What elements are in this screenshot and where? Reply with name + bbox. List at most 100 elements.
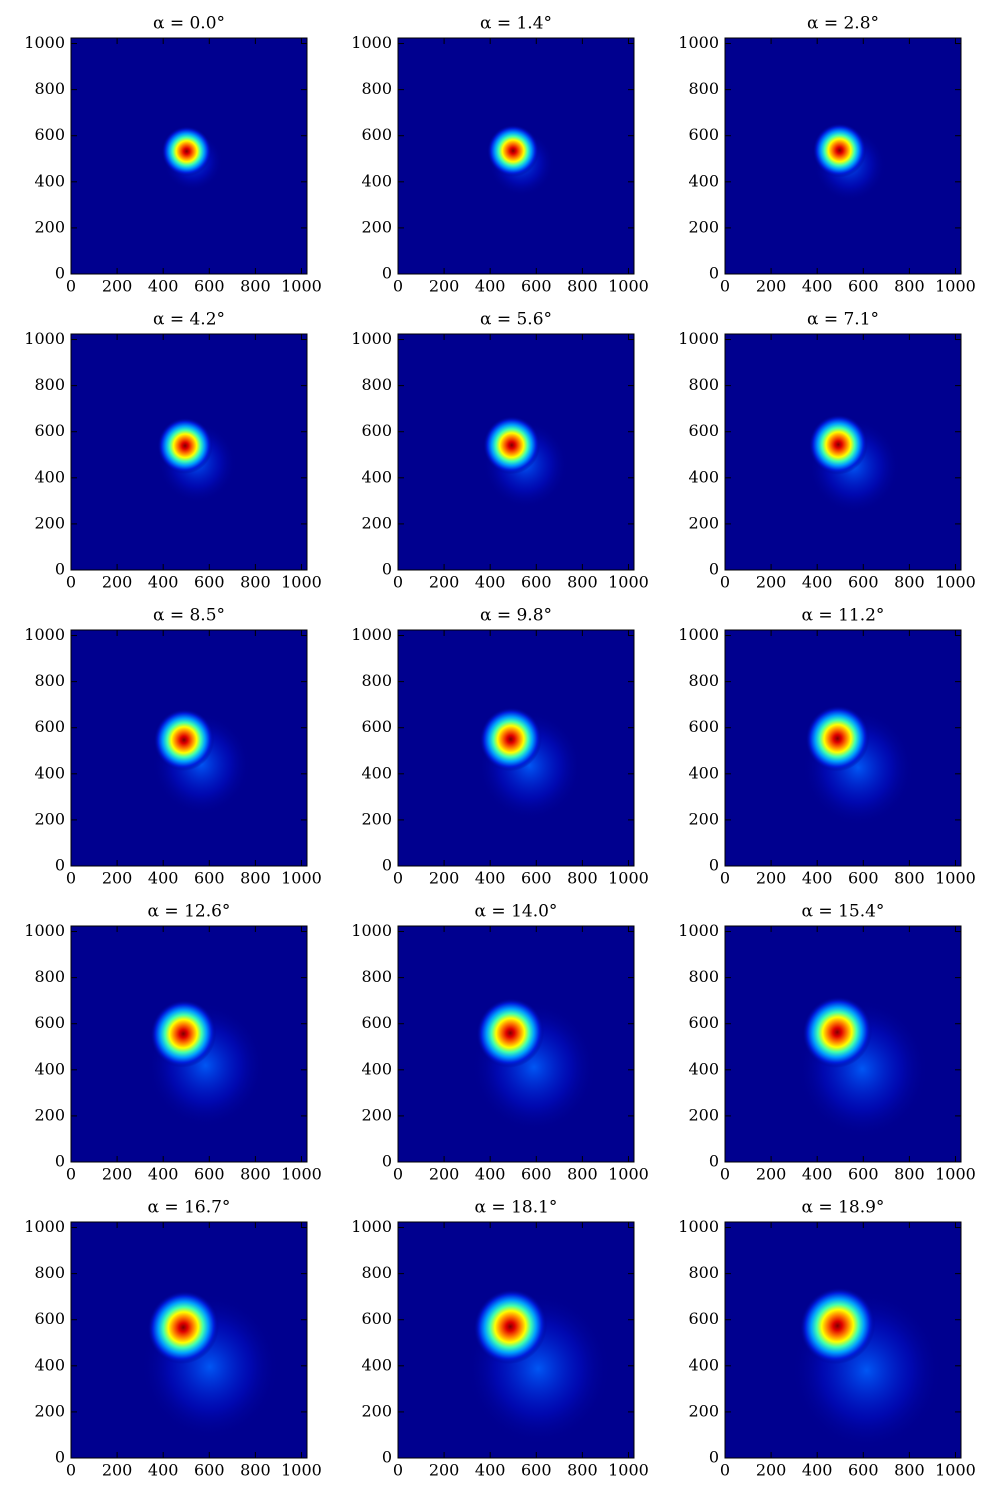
y-tick-label: 1000 — [678, 921, 719, 940]
x-tick-label: 0 — [66, 573, 76, 592]
y-tick-label: 400 — [688, 763, 719, 782]
x-tick-label: 400 — [148, 573, 179, 592]
x-tick-label: 0 — [720, 869, 730, 888]
y-tick-label: 400 — [688, 1355, 719, 1374]
y-tick-label: 1000 — [351, 33, 392, 52]
y-tick-label: 800 — [688, 1263, 719, 1282]
x-tick-label: 400 — [148, 277, 179, 296]
x-tick-label: 0 — [720, 1165, 730, 1184]
x-tick-label: 0 — [66, 1461, 76, 1480]
x-tick-label: 200 — [429, 277, 460, 296]
x-tick-label: 400 — [475, 869, 506, 888]
x-tick-label: 600 — [848, 1461, 879, 1480]
x-tick-label: 400 — [802, 1461, 833, 1480]
heatmap-peak — [157, 417, 213, 474]
heatmap-image — [157, 417, 237, 504]
y-tick-label: 0 — [709, 856, 719, 875]
y-tick-label: 800 — [34, 671, 65, 690]
x-tick-label: 400 — [802, 1165, 833, 1184]
y-tick-label: 200 — [361, 809, 392, 828]
heatmap-image — [146, 999, 265, 1128]
axes-frame — [397, 333, 635, 571]
y-tick-label: 800 — [688, 79, 719, 98]
heatmap-image — [796, 996, 928, 1139]
y-tick-label: 800 — [34, 967, 65, 986]
x-tick-label: 1000 — [281, 1165, 322, 1184]
y-tick-label: 1000 — [678, 1217, 719, 1236]
x-tick-label: 0 — [393, 1165, 403, 1184]
x-tick-label: 800 — [240, 1165, 271, 1184]
x-tick-label: 200 — [756, 869, 787, 888]
chart-title: α = 12.6° — [148, 902, 231, 922]
x-tick-label: 1000 — [935, 1165, 976, 1184]
chart-title: α = 5.6° — [480, 310, 552, 330]
x-tick-label: 600 — [848, 869, 879, 888]
x-tick-label: 200 — [102, 1461, 133, 1480]
axes-frame — [70, 925, 308, 1163]
y-tick-label: 800 — [688, 967, 719, 986]
y-tick-label: 800 — [361, 671, 392, 690]
heatmap-image — [466, 1289, 610, 1445]
y-tick-label: 200 — [688, 1401, 719, 1420]
x-tick-label: 0 — [66, 869, 76, 888]
x-tick-label: 200 — [429, 869, 460, 888]
x-tick-label: 200 — [429, 573, 460, 592]
x-tick-label: 200 — [102, 869, 133, 888]
x-tick-label: 200 — [102, 573, 133, 592]
y-tick-label: 400 — [361, 1059, 392, 1078]
y-tick-label: 400 — [688, 1059, 719, 1078]
y-tick-label: 0 — [55, 856, 65, 875]
chart-title: α = 11.2° — [802, 606, 885, 626]
x-tick-label: 600 — [194, 277, 225, 296]
y-tick-label: 400 — [361, 763, 392, 782]
x-tick-label: 600 — [848, 1165, 879, 1184]
heatmap-image — [802, 705, 914, 827]
y-tick-label: 0 — [382, 1448, 392, 1467]
x-tick-label: 600 — [521, 277, 552, 296]
y-tick-label: 0 — [709, 560, 719, 579]
x-tick-label: 0 — [393, 573, 403, 592]
y-tick-label: 600 — [34, 421, 65, 440]
y-tick-label: 1000 — [351, 625, 392, 644]
axes-frame — [724, 333, 962, 571]
x-tick-label: 0 — [66, 1165, 76, 1184]
y-tick-label: 200 — [688, 217, 719, 236]
x-tick-label: 1000 — [608, 1461, 649, 1480]
y-tick-label: 800 — [361, 375, 392, 394]
y-tick-label: 600 — [688, 1309, 719, 1328]
axes-frame — [724, 925, 962, 1163]
x-tick-label: 200 — [429, 1461, 460, 1480]
y-tick-label: 600 — [688, 421, 719, 440]
x-tick-label: 1000 — [935, 869, 976, 888]
chart-title: α = 9.8° — [480, 606, 552, 626]
y-tick-label: 600 — [361, 1309, 392, 1328]
x-tick-label: 1000 — [281, 277, 322, 296]
y-tick-label: 0 — [382, 1152, 392, 1171]
x-tick-label: 600 — [194, 1165, 225, 1184]
heatmap-image — [477, 707, 583, 821]
heatmap-peak — [473, 1289, 548, 1365]
y-tick-label: 400 — [34, 171, 65, 190]
y-tick-label: 1000 — [351, 1217, 392, 1236]
heatmap-peak — [808, 414, 868, 475]
y-tick-label: 200 — [688, 809, 719, 828]
y-tick-label: 600 — [34, 1013, 65, 1032]
y-tick-label: 1000 — [24, 329, 65, 348]
chart-title: α = 15.4° — [802, 902, 885, 922]
y-tick-label: 600 — [361, 1013, 392, 1032]
y-tick-label: 600 — [34, 717, 65, 736]
x-tick-label: 800 — [894, 1165, 925, 1184]
x-tick-label: 400 — [475, 277, 506, 296]
y-tick-label: 800 — [361, 1263, 392, 1282]
x-tick-label: 0 — [720, 573, 730, 592]
x-tick-label: 800 — [240, 573, 271, 592]
chart-title: α = 16.7° — [148, 1198, 231, 1218]
heatmap-peak — [812, 123, 867, 178]
y-tick-label: 400 — [34, 763, 65, 782]
y-tick-label: 0 — [382, 560, 392, 579]
x-tick-label: 0 — [393, 277, 403, 296]
chart-title: α = 0.0° — [153, 14, 225, 34]
x-tick-label: 800 — [567, 869, 598, 888]
x-tick-label: 0 — [720, 1461, 730, 1480]
x-tick-label: 400 — [802, 869, 833, 888]
